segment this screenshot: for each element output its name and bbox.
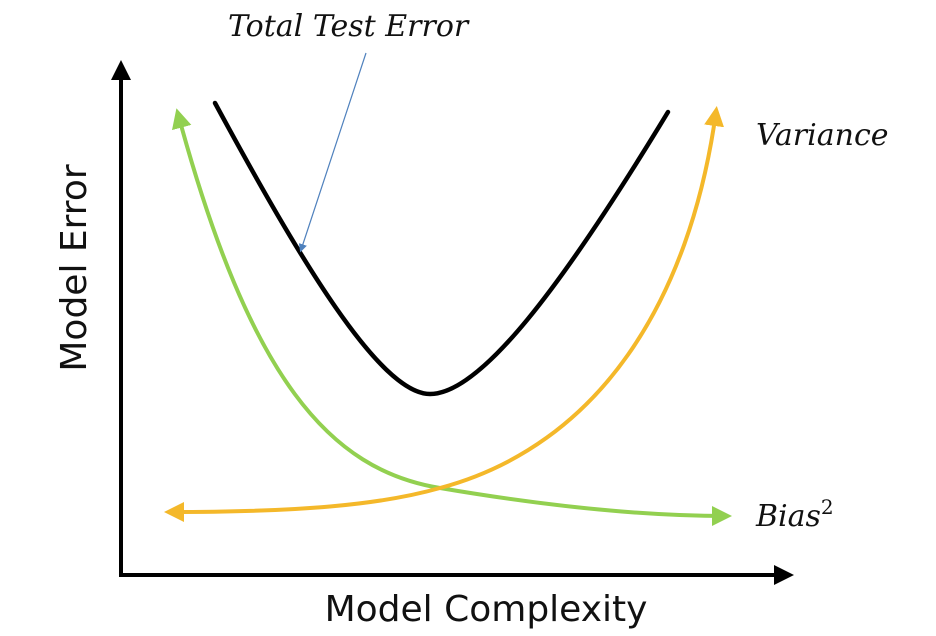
bias-squared-label: Bias2 [755,495,834,534]
bias-superscript: 2 [821,495,834,519]
total-test-error-curve [212,100,671,397]
x-axis-label: Model Complexity [325,589,648,630]
bias-squared-curve [172,108,732,526]
variance-curve [164,106,724,522]
total-test-error-pointer [298,52,367,253]
y-axis-label: Model Error [54,164,95,371]
total-test-error-label: Total Test Error [228,9,470,44]
variance-label: Variance [756,118,889,153]
bias-label-text: Bias [755,499,821,534]
